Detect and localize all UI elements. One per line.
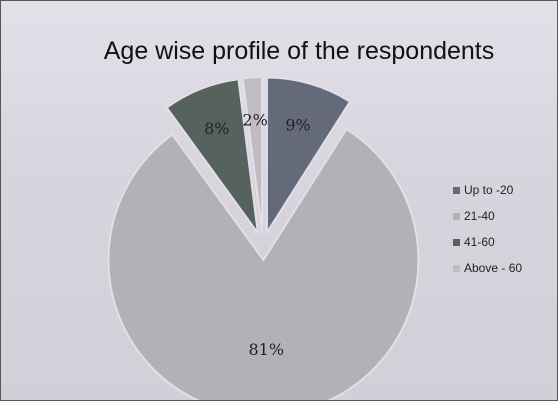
legend-swatch: [453, 264, 460, 272]
chart-title: Age wise profile of the respondents: [103, 37, 495, 65]
pie-slice-41-60: [165, 78, 259, 234]
legend-item-above-60: Above - 60: [453, 255, 522, 281]
legend-swatch: [453, 186, 460, 194]
legend-label: 41-60: [464, 235, 495, 249]
data-label-above-60: 2%: [242, 111, 267, 130]
legend-label: Above - 60: [464, 261, 523, 275]
legend-item-up-to-20: Up to -20: [453, 177, 522, 203]
data-label-up-to-20: 9%: [285, 115, 310, 134]
data-label-41-60: 8%: [204, 119, 229, 138]
legend: Up to -20 21-40 41-60 Above - 60: [453, 177, 522, 281]
legend-item-21-40: 21-40: [453, 203, 522, 229]
pie-slice-above-60: [241, 76, 264, 233]
legend-label: 21-40: [464, 209, 495, 223]
legend-label: Up to -20: [464, 183, 514, 197]
legend-swatch: [453, 212, 460, 220]
pie-slice-up-to-20: [265, 76, 352, 236]
data-label-21-40: 81%: [248, 340, 284, 359]
pie-slice-21-40: [107, 127, 420, 400]
legend-item-41-60: 41-60: [453, 229, 522, 255]
legend-swatch: [453, 238, 460, 246]
